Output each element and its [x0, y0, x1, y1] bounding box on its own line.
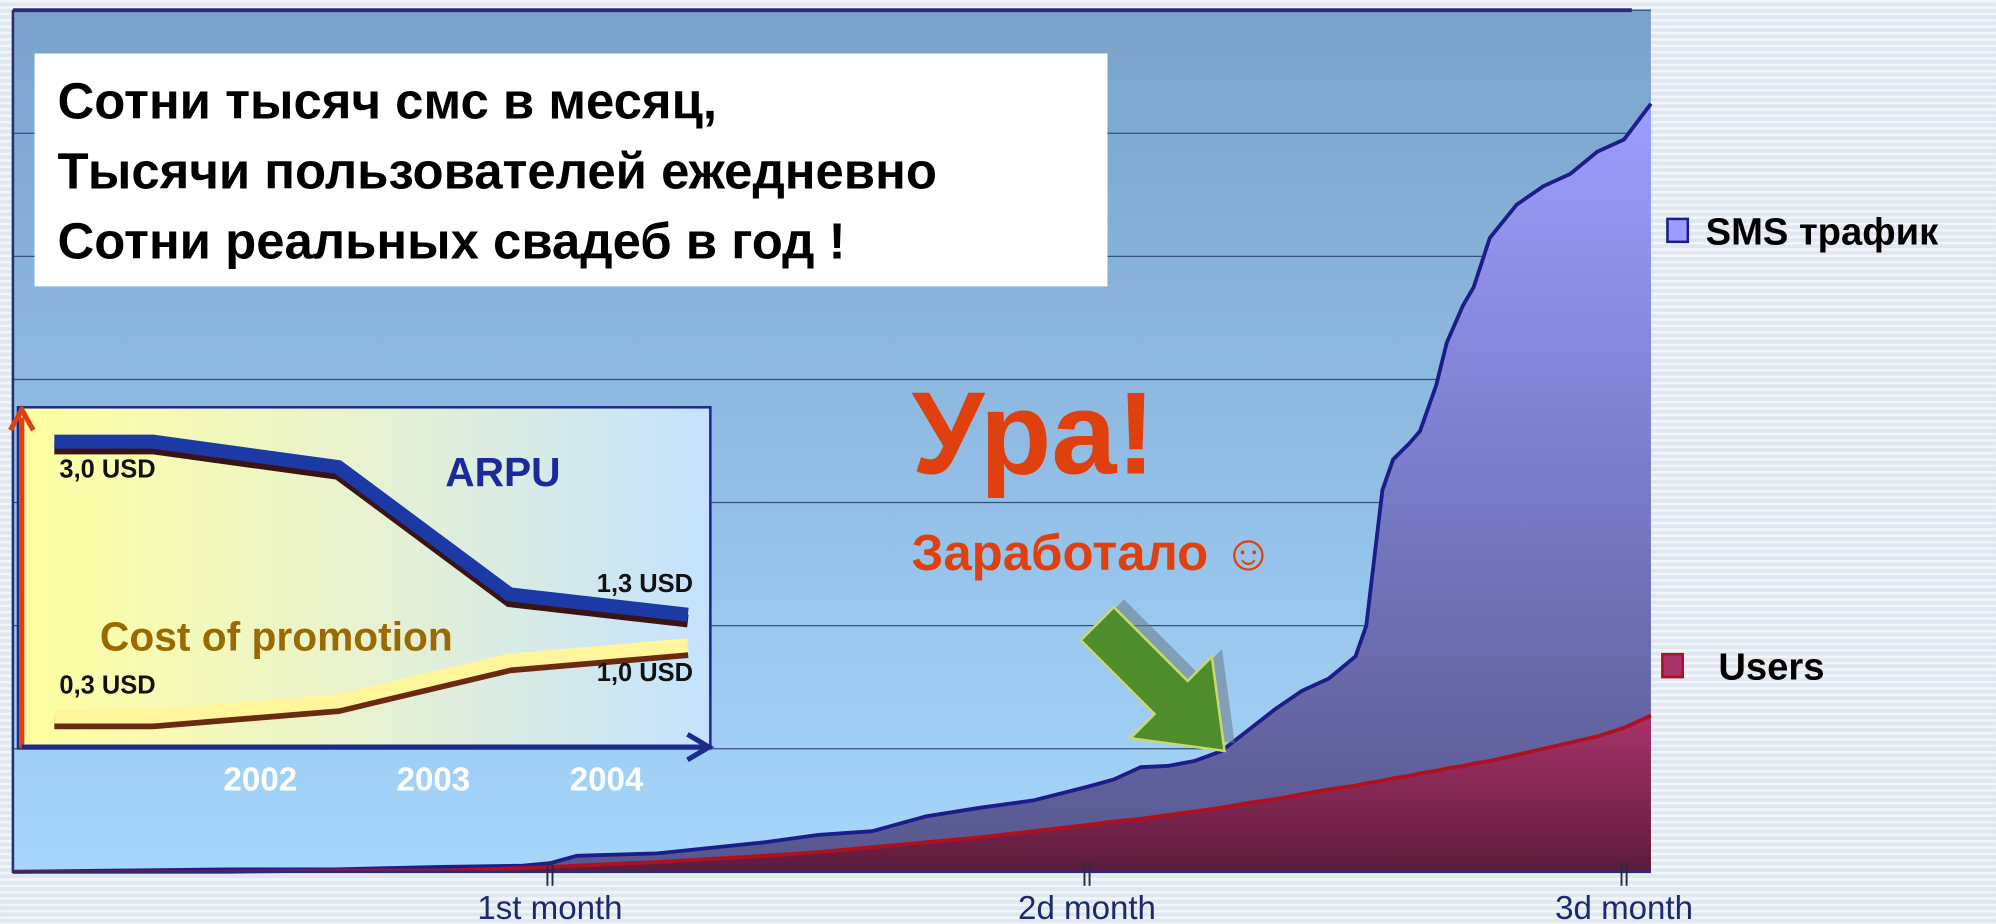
- x-tick-label: 2d month: [1018, 890, 1156, 924]
- series-label: ARPU: [445, 449, 560, 495]
- legend-swatch: [1667, 219, 1687, 242]
- series-label: Cost of promotion: [100, 613, 453, 659]
- value-label: 3,0 USD: [59, 455, 155, 483]
- x-tick-label: 2004: [570, 761, 644, 798]
- subexclaim: Заработало ☺: [911, 524, 1274, 581]
- value-label: 1,0 USD: [597, 659, 693, 687]
- headline-line: Сотни тысяч смс в месяц,: [57, 72, 717, 129]
- value-label: 1,3 USD: [597, 570, 693, 598]
- x-tick-label: 1st month: [477, 890, 622, 924]
- exclaim: Ура!: [911, 367, 1155, 498]
- headline-line: Сотни реальных свадеб в год !: [57, 212, 845, 269]
- x-tick-label: 2002: [224, 761, 298, 798]
- headline-line: Тысячи пользователей ежедневно: [57, 142, 936, 199]
- legend-swatch: [1662, 654, 1682, 677]
- x-tick-label: 3d month: [1555, 890, 1693, 924]
- x-tick-label: 2003: [397, 761, 471, 798]
- legend-label: SMS трафик: [1706, 210, 1939, 253]
- value-label: 0,3 USD: [59, 672, 155, 700]
- legend-label: Users: [1718, 646, 1824, 689]
- slide: SMS трафик Users 1st month 2d month 3d month…: [0, 0, 1996, 924]
- inset-chart: ARPU 3,0 USD 1,3 USD Cost of promotion 0,3 U…: [18, 407, 710, 748]
